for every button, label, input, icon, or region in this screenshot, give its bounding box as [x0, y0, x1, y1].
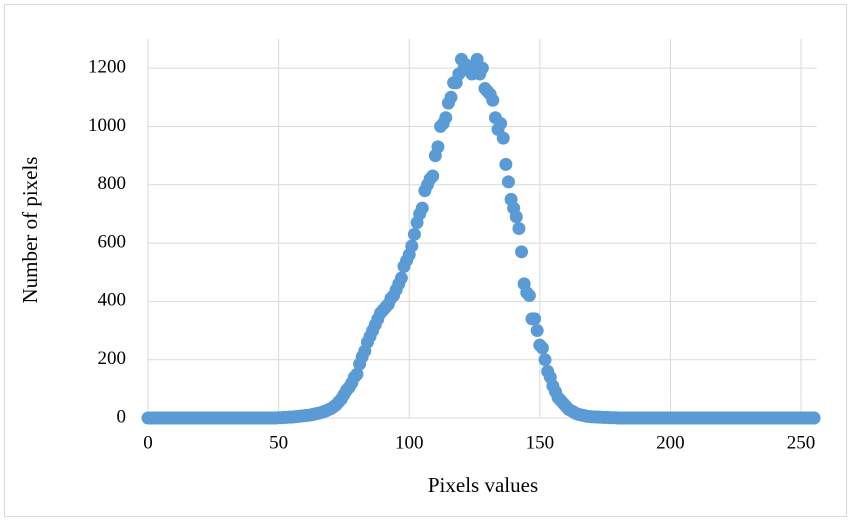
data-point: [538, 353, 552, 367]
y-tick-label: 1200: [88, 57, 126, 78]
data-point: [407, 227, 421, 241]
x-tick-label: 250: [787, 432, 816, 453]
data-point: [530, 324, 544, 338]
x-tick-label: 50: [269, 432, 288, 453]
y-tick-label: 400: [98, 290, 127, 311]
data-point: [426, 169, 440, 183]
data-point: [807, 411, 821, 425]
data-point: [522, 289, 536, 303]
data-point: [509, 210, 523, 224]
y-tick-label: 0: [117, 406, 127, 427]
chart-border: [4, 4, 847, 517]
data-point: [475, 61, 489, 75]
data-point: [528, 312, 542, 326]
y-tick-label: 600: [98, 231, 127, 252]
data-point: [535, 341, 549, 355]
x-tick-label: 150: [526, 432, 555, 453]
data-point: [494, 117, 508, 131]
data-point: [496, 131, 510, 145]
y-tick-label: 800: [98, 173, 127, 194]
y-axis-title: Number of pixels: [18, 157, 42, 304]
data-point: [394, 271, 408, 285]
data-point: [415, 201, 429, 215]
data-point: [486, 93, 500, 107]
data-point: [501, 175, 515, 189]
y-tick-label: 200: [98, 348, 127, 369]
x-tick-label: 200: [656, 432, 685, 453]
data-point: [515, 245, 529, 259]
y-tick-label: 1000: [88, 115, 126, 136]
data-point: [350, 367, 364, 381]
x-tick-label: 0: [143, 432, 153, 453]
data-point: [405, 239, 419, 253]
data-point: [512, 222, 526, 235]
data-point: [444, 90, 458, 104]
x-tick-label: 100: [395, 432, 424, 453]
data-point: [431, 140, 445, 154]
data-point: [499, 157, 513, 171]
x-axis-title: Pixels values: [428, 473, 538, 497]
data-point: [439, 111, 453, 125]
